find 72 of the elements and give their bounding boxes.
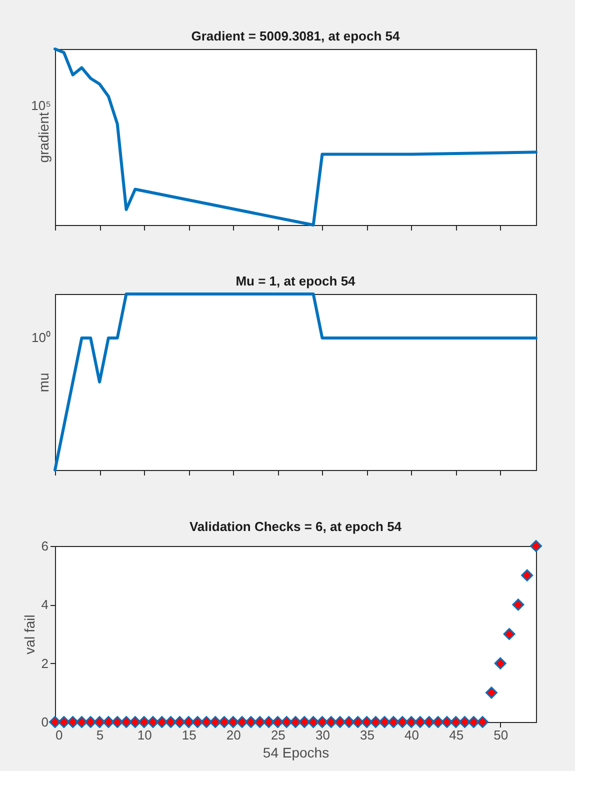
x-tick-label: 10 (137, 728, 152, 742)
point (360, 716, 373, 728)
point (272, 716, 284, 728)
point (66, 716, 79, 728)
point (370, 716, 382, 728)
point (387, 716, 400, 728)
point (58, 716, 70, 728)
point (244, 716, 257, 728)
point (503, 628, 516, 640)
point (209, 716, 222, 728)
point (146, 716, 159, 728)
point (521, 569, 534, 582)
point (227, 716, 240, 728)
point (423, 716, 436, 728)
x-tick-label: 5 (96, 728, 104, 742)
point (218, 716, 230, 728)
x-tick-label: 15 (182, 728, 196, 742)
point (254, 716, 266, 728)
point (174, 716, 186, 728)
y-tick-label: 4 (41, 597, 48, 612)
point (120, 716, 132, 728)
x-tick-label: 20 (226, 728, 241, 742)
point (405, 716, 418, 728)
x-tick-label: 35 (360, 728, 374, 742)
point (476, 716, 489, 728)
point (200, 716, 212, 728)
point (396, 716, 408, 728)
x-tick-label: 25 (270, 728, 286, 742)
point (280, 716, 293, 728)
y-tick-label: 2 (41, 656, 48, 671)
x-axis-title: 54 Epochs (262, 744, 330, 760)
point (485, 686, 498, 699)
point (298, 716, 310, 728)
point (352, 716, 364, 728)
point (325, 716, 338, 728)
point (450, 716, 462, 728)
y-tick-label: 0 (41, 714, 48, 730)
point (458, 716, 471, 728)
point (290, 716, 302, 728)
y-axis-title: mu (36, 372, 52, 392)
point (129, 716, 142, 728)
point (182, 716, 195, 728)
point (307, 716, 320, 728)
point (342, 716, 355, 728)
point (76, 716, 88, 728)
x-tick-label: 30 (315, 728, 330, 742)
y-tick-label: 6 (41, 538, 48, 554)
x-tick-label: 40 (404, 728, 420, 742)
point (102, 716, 114, 728)
text: 10⁰ (32, 330, 51, 345)
y-axis-title: gradient (36, 112, 52, 163)
point (440, 716, 453, 728)
chart-title: Gradient = 5009.3081, at epoch 54 (191, 28, 400, 44)
point (164, 716, 177, 728)
point (414, 716, 426, 728)
text: 10⁵ (31, 98, 51, 114)
y-axis-title: val fail (21, 614, 38, 654)
x-tick-label: 0 (56, 728, 63, 742)
x-tick-label: 45 (449, 728, 464, 742)
point (49, 716, 61, 728)
chart-title: Validation Checks = 6, at epoch 54 (189, 518, 402, 534)
point (84, 716, 97, 728)
point (468, 716, 480, 728)
point (262, 716, 275, 728)
point (530, 540, 542, 552)
point (512, 598, 524, 611)
point (156, 716, 168, 728)
point (316, 716, 328, 728)
point (111, 716, 124, 728)
x-tick-label: 50 (494, 728, 508, 742)
chart-title: Mu = 1, at epoch 54 (236, 274, 356, 288)
point (494, 657, 506, 670)
